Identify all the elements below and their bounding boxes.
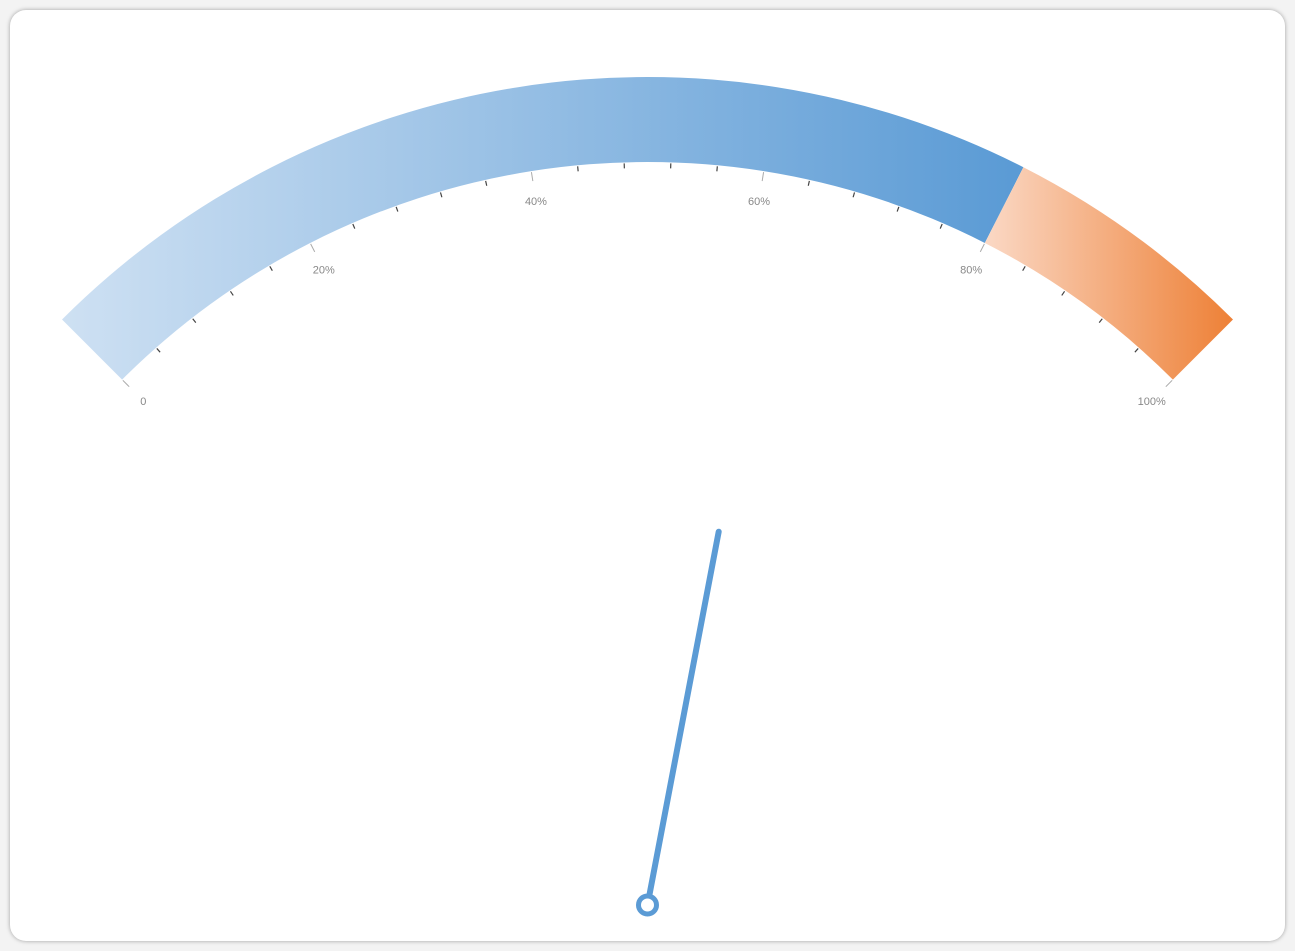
major-tick-2 [530, 172, 534, 182]
chart-card: 0 20% 40% 60% 80% 100% [10, 10, 1285, 941]
minor-tick-14 [896, 206, 900, 212]
minor-tick-1 [192, 318, 197, 324]
gauge-bands [62, 77, 1233, 380]
minor-tick-18 [1098, 318, 1103, 324]
gauge-band-1 [984, 167, 1233, 380]
tick-label-4: 80% [960, 265, 982, 277]
major-tick-5 [1165, 379, 1173, 388]
tick-label-3: 60% [748, 196, 770, 208]
major-tick-4 [979, 243, 985, 253]
gauge-ticks [122, 163, 1173, 388]
minor-tick-4 [352, 223, 356, 229]
minor-tick-0 [156, 348, 161, 353]
minor-tick-12 [807, 180, 810, 186]
minor-tick-6 [439, 192, 443, 198]
needle-line [646, 528, 722, 900]
minor-tick-19 [1134, 348, 1139, 353]
minor-tick-3 [269, 266, 273, 271]
gauge-tick-labels: 0 20% 40% 60% 80% 100% [140, 196, 1166, 408]
tick-label-0: 0 [140, 396, 146, 408]
major-tick-3 [761, 172, 765, 182]
minor-tick-5 [395, 206, 399, 212]
tick-label-5: 100% [1138, 396, 1166, 408]
gauge-needle [636, 528, 722, 917]
needle-hub [636, 893, 659, 917]
minor-tick-2 [229, 290, 234, 296]
minor-tick-13 [852, 192, 856, 198]
minor-tick-16 [1022, 266, 1026, 271]
gauge-chart: 0 20% 40% 60% 80% 100% [62, 77, 1233, 917]
tick-label-2: 40% [525, 196, 547, 208]
minor-tick-15 [939, 223, 943, 229]
tick-label-1: 20% [313, 265, 335, 277]
minor-tick-17 [1061, 290, 1066, 296]
major-tick-0 [122, 379, 130, 388]
major-tick-1 [310, 243, 316, 253]
gauge-band-0 [62, 77, 1024, 380]
minor-tick-7 [485, 180, 488, 186]
